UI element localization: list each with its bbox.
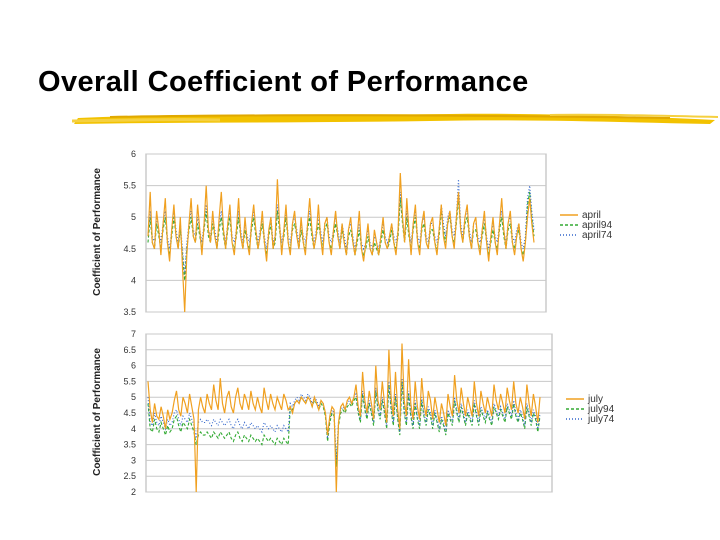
y-tick-label: 5 xyxy=(131,392,136,402)
y-tick-label: 4 xyxy=(131,275,136,285)
title-underline-brush xyxy=(71,113,719,124)
april-chart: 6 5.5 5 4.5 4 3.5 Coefficient of Performance ap… xyxy=(92,149,612,316)
y-axis-label: Coefficient of Performance xyxy=(92,348,103,476)
y-tick-label: 2.5 xyxy=(123,471,136,481)
legend-label-april: april xyxy=(582,210,601,221)
y-tick-label: 2 xyxy=(131,487,136,497)
y-tick-label: 3.5 xyxy=(123,440,136,450)
y-tick-label: 7 xyxy=(131,329,136,339)
legend-label-july94: july94 xyxy=(587,404,615,415)
y-tick-label: 4.5 xyxy=(123,408,136,418)
y-tick-label: 4 xyxy=(131,424,136,434)
july-chart: 7 6.5 6 5.5 5 4.5 4 3.5 3 2.5 2 Coefficient of Perf… xyxy=(92,329,615,497)
series-line-july xyxy=(147,343,541,493)
legend-label-april74: april74 xyxy=(582,230,612,241)
y-tick-label: 5 xyxy=(131,212,136,222)
y-tick-label: 3.5 xyxy=(123,307,136,316)
legend-label-april94: april94 xyxy=(582,220,612,231)
y-tick-label: 4.5 xyxy=(123,244,136,254)
legend-label-july: july xyxy=(587,394,603,405)
series-line-july74 xyxy=(147,378,541,461)
y-tick-label: 5.5 xyxy=(123,181,136,191)
y-tick-label: 3 xyxy=(131,455,136,465)
y-tick-label: 5.5 xyxy=(123,376,136,386)
y-tick-label: 6.5 xyxy=(123,345,136,355)
series-line-july94 xyxy=(147,381,541,467)
y-axis-label: Coefficient of Performance xyxy=(92,168,103,296)
series-line-april xyxy=(147,172,535,313)
y-tick-label: 6 xyxy=(131,361,136,371)
slide-title: Overall Coefficient of Performance xyxy=(38,66,529,98)
plot-area xyxy=(145,153,547,313)
y-tick-label: 6 xyxy=(131,149,136,159)
legend-label-july74: july74 xyxy=(587,414,615,425)
